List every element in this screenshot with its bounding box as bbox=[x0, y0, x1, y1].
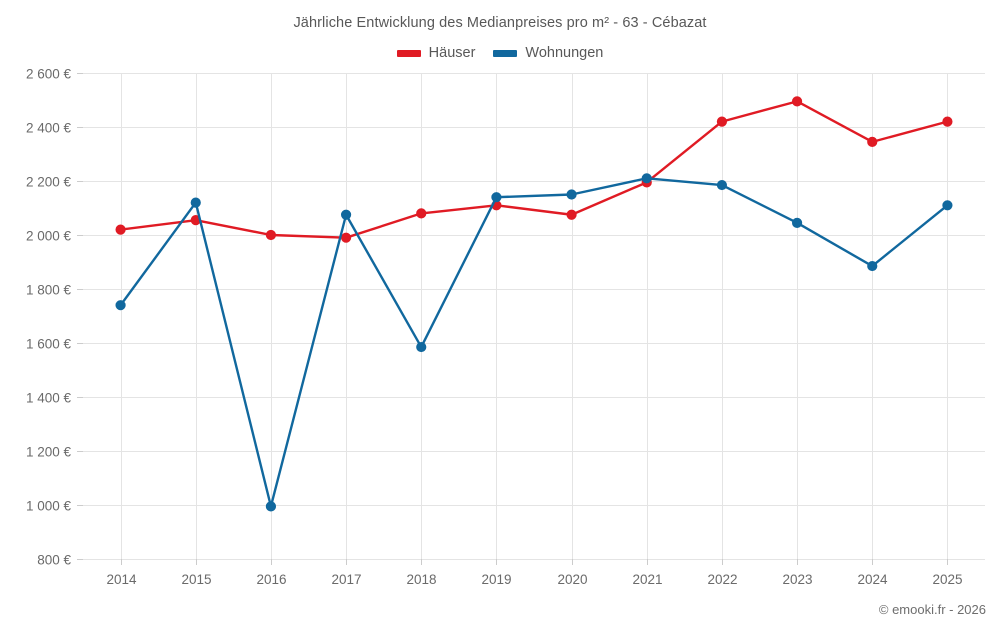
x-axis-tick-label: 2024 bbox=[857, 572, 888, 587]
x-axis-tick-label: 2018 bbox=[406, 572, 436, 587]
y-axis-tick-label: 1 400 € bbox=[26, 391, 72, 406]
data-point[interactable] bbox=[265, 501, 277, 512]
data-point[interactable] bbox=[566, 209, 577, 220]
y-axis-tick-label: 2 000 € bbox=[26, 229, 72, 244]
legend-item-series-0[interactable]: Häuser bbox=[396, 45, 476, 61]
data-point[interactable] bbox=[942, 116, 953, 127]
data-point[interactable] bbox=[340, 209, 352, 220]
x-axis-tick-label: 2021 bbox=[632, 572, 662, 587]
y-axis-tick-label: 2 400 € bbox=[26, 121, 72, 136]
y-axis-tick-label: 1 000 € bbox=[26, 499, 72, 514]
data-point[interactable] bbox=[265, 229, 277, 241]
x-axis-tick-label: 2020 bbox=[557, 572, 587, 587]
x-axis-tick-label: 2025 bbox=[932, 572, 962, 587]
data-point[interactable] bbox=[566, 189, 577, 200]
y-axis-tick-label: 2 600 € bbox=[26, 67, 72, 82]
data-point[interactable] bbox=[641, 173, 652, 184]
legend-swatch-icon-series-0 bbox=[396, 49, 421, 57]
chart-legend: Häuser Wohnungen bbox=[0, 45, 1000, 61]
series-layer bbox=[115, 96, 953, 512]
data-point[interactable] bbox=[340, 232, 352, 243]
y-axis-ticks: 800 € 1 000 € 1 200 € 1 400 € 1 600 € 1 800 €… bbox=[26, 67, 83, 568]
data-point[interactable] bbox=[716, 116, 728, 127]
x-axis-tick-label: 2014 bbox=[106, 572, 137, 587]
data-point[interactable] bbox=[416, 341, 427, 353]
data-point[interactable] bbox=[791, 96, 803, 107]
series-line-1 bbox=[119, 177, 949, 508]
legend-swatch-icon-series-1 bbox=[493, 49, 518, 57]
x-axis-tick-label: 2017 bbox=[331, 572, 361, 587]
data-point[interactable] bbox=[491, 192, 502, 203]
y-axis-tick-label: 1 200 € bbox=[26, 445, 72, 460]
x-axis-tick-label: 2015 bbox=[181, 572, 211, 587]
data-point[interactable] bbox=[115, 300, 126, 311]
data-point[interactable] bbox=[942, 200, 953, 211]
x-axis-tick-label: 2016 bbox=[256, 572, 286, 587]
data-point[interactable] bbox=[867, 136, 878, 147]
data-point[interactable] bbox=[115, 224, 126, 235]
grid-layer bbox=[83, 73, 985, 560]
data-point[interactable] bbox=[867, 260, 878, 272]
x-axis-tick-label: 2019 bbox=[481, 572, 511, 587]
data-point[interactable] bbox=[190, 197, 201, 208]
y-axis-tick-label: 1 600 € bbox=[26, 337, 72, 352]
x-axis-ticks: 2014 2015 2016 2017 2018 2019 2020 2021 2022 2023… bbox=[106, 559, 963, 587]
y-axis-tick-label: 800 € bbox=[37, 553, 71, 568]
data-point[interactable] bbox=[416, 208, 427, 219]
series-line-0 bbox=[119, 100, 949, 239]
chart-credit: © emooki.fr - 2026 bbox=[878, 602, 986, 617]
y-axis-tick-label: 2 200 € bbox=[26, 175, 72, 190]
y-axis-tick-label: 1 800 € bbox=[26, 283, 72, 298]
x-axis-tick-label: 2023 bbox=[782, 572, 812, 587]
legend-label-series-0: Häuser bbox=[428, 45, 476, 61]
data-point[interactable] bbox=[791, 217, 803, 228]
legend-label-series-1: Wohnungen bbox=[525, 45, 604, 61]
x-axis-tick-label: 2022 bbox=[707, 572, 737, 587]
chart-title: Jährliche Entwicklung des Medianpreises … bbox=[293, 15, 707, 31]
legend-item-series-1[interactable]: Wohnungen bbox=[493, 45, 603, 61]
data-point[interactable] bbox=[716, 179, 728, 191]
